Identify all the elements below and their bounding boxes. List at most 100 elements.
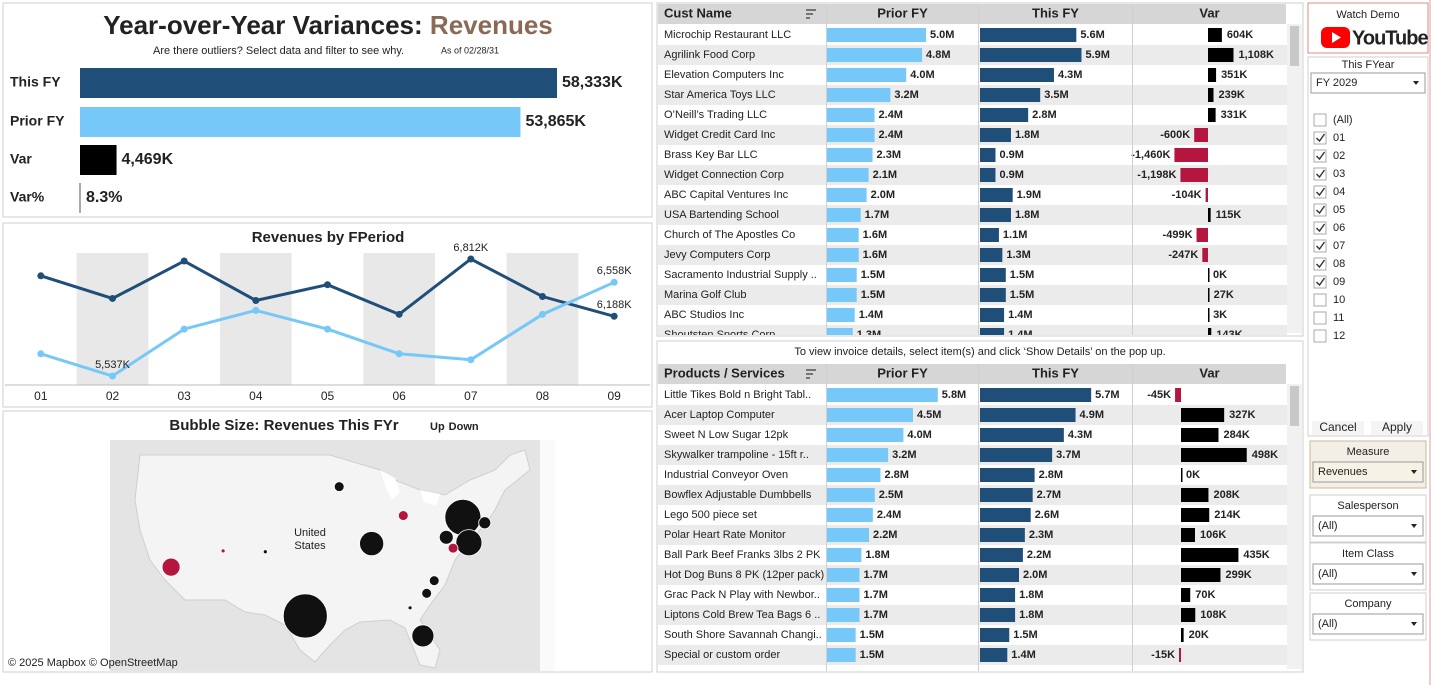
row-name[interactable]: Marina Golf Club (664, 289, 747, 301)
prior-bar[interactable] (827, 188, 867, 202)
var-bar[interactable] (1208, 68, 1217, 82)
checkbox[interactable] (1313, 311, 1327, 325)
row-name[interactable]: Church of The Apostles Co (664, 229, 795, 241)
row-name[interactable]: Grac Pack N Play with Newbor.. (664, 589, 820, 601)
checkbox-label[interactable]: 11 (1333, 312, 1344, 324)
dropdown-value[interactable]: (All) (1318, 568, 1338, 580)
row-name[interactable]: Shoutsten Sports Corp (664, 329, 775, 341)
this-bar[interactable] (980, 428, 1064, 442)
dropdown-value[interactable]: Revenues (1318, 466, 1368, 478)
checkbox[interactable] (1313, 113, 1327, 127)
var-bar[interactable] (1208, 288, 1210, 302)
this-bar[interactable] (980, 448, 1053, 462)
this-bar[interactable] (980, 28, 1077, 42)
var-bar[interactable] (1202, 248, 1208, 262)
var-bar[interactable] (1181, 548, 1239, 562)
prior-bar[interactable] (827, 628, 856, 642)
this-bar[interactable] (980, 248, 1003, 262)
var-bar[interactable] (1181, 608, 1196, 622)
var-bar[interactable] (1181, 468, 1183, 482)
column-header[interactable]: Prior FY (877, 5, 928, 20)
var-bar[interactable] (1208, 328, 1212, 342)
this-bar[interactable] (980, 168, 996, 182)
var-bar[interactable] (1181, 528, 1195, 542)
checkbox-label[interactable]: 08 (1333, 258, 1345, 270)
row-name[interactable]: Ball Park Beef Franks 3lbs 2 PK (664, 549, 821, 561)
var-bar[interactable] (1181, 488, 1209, 502)
button[interactable] (1371, 421, 1423, 435)
prior-bar[interactable] (827, 48, 923, 62)
var-bar[interactable] (1208, 308, 1210, 322)
prior-bar[interactable] (827, 208, 861, 222)
var-bar[interactable] (1196, 228, 1208, 242)
prior-bar[interactable] (827, 428, 904, 442)
var-bar[interactable] (1208, 268, 1210, 282)
this-bar[interactable] (980, 628, 1010, 642)
var-bar[interactable] (1181, 428, 1219, 442)
this-bar[interactable] (980, 328, 1005, 342)
checkbox-label[interactable]: 04 (1333, 186, 1345, 198)
column-header[interactable]: This FY (1032, 365, 1079, 380)
var-bar[interactable] (1208, 208, 1211, 222)
row-name[interactable]: Skywalker trampoline - 15ft r.. (664, 449, 809, 461)
checkbox-label[interactable]: 07 (1333, 240, 1345, 252)
row-name[interactable]: Lego 500 piece set (664, 509, 757, 521)
sort-icon[interactable] (806, 9, 816, 19)
row-name[interactable]: Widget Connection Corp (664, 169, 784, 181)
dropdown[interactable] (1312, 461, 1424, 483)
checkbox-label[interactable]: 02 (1333, 150, 1345, 162)
checkbox[interactable] (1313, 329, 1327, 343)
checkbox-label[interactable]: 10 (1333, 294, 1345, 306)
row-name[interactable]: Special or custom order (664, 649, 780, 661)
prior-bar[interactable] (827, 488, 875, 502)
prior-bar[interactable] (827, 448, 889, 462)
var-bar[interactable] (1181, 508, 1210, 522)
var-bar[interactable] (1208, 28, 1222, 42)
row-name[interactable]: Jevy Computers Corp (664, 249, 770, 261)
prior-bar[interactable] (827, 168, 869, 182)
prior-bar[interactable] (827, 408, 913, 422)
row-name[interactable]: Widget Credit Card Inc (664, 129, 776, 141)
prior-bar[interactable] (827, 588, 860, 602)
this-bar[interactable] (980, 108, 1029, 122)
this-bar[interactable] (980, 228, 999, 242)
this-bar[interactable] (980, 288, 1006, 302)
row-name[interactable]: Liptons Cold Brew Tea Bags 6 .. (664, 609, 820, 621)
column-header[interactable]: Var (1199, 365, 1219, 380)
checkbox-label[interactable]: 03 (1333, 168, 1345, 180)
column-header[interactable]: This FY (1032, 5, 1079, 20)
prior-bar[interactable] (827, 228, 859, 242)
this-bar[interactable] (980, 588, 1016, 602)
this-bar[interactable] (980, 648, 1008, 662)
prior-bar[interactable] (827, 388, 938, 402)
row-name[interactable]: ABC Capital Ventures Inc (664, 189, 789, 201)
youtube-brand[interactable]: YouTube (1352, 27, 1429, 49)
prior-bar[interactable] (827, 128, 875, 142)
this-bar[interactable] (980, 608, 1016, 622)
row-name[interactable]: Brass Key Bar LLC (664, 149, 758, 161)
this-bar[interactable] (980, 268, 1006, 282)
prior-bar[interactable] (827, 28, 926, 42)
row-name[interactable]: Little Tikes Bold n Bright Tabl.. (664, 389, 811, 401)
prior-bar[interactable] (827, 148, 873, 162)
prior-bar[interactable] (827, 548, 862, 562)
prior-bar[interactable] (827, 328, 853, 342)
dropdown[interactable] (1312, 563, 1424, 585)
prior-bar[interactable] (827, 648, 856, 662)
scroll-thumb[interactable] (1290, 26, 1299, 66)
var-bar[interactable] (1181, 588, 1191, 602)
var-bar[interactable] (1208, 88, 1214, 102)
prior-bar[interactable] (827, 468, 881, 482)
prior-bar[interactable] (827, 568, 860, 582)
row-name[interactable]: Bowflex Adjustable Dumbbells (664, 489, 812, 501)
var-bar[interactable] (1180, 168, 1208, 182)
dropdown-value[interactable]: (All) (1318, 618, 1338, 630)
this-bar[interactable] (980, 88, 1041, 102)
var-bar[interactable] (1181, 628, 1184, 642)
var-bar[interactable] (1181, 568, 1221, 582)
prior-bar[interactable] (827, 308, 855, 322)
checkbox-label[interactable]: 09 (1333, 276, 1345, 288)
row-name[interactable]: O’Neill’s Trading LLC (664, 109, 767, 121)
prior-bar[interactable] (827, 108, 875, 122)
row-name[interactable]: South Shore Savannah Changi.. (664, 629, 822, 641)
